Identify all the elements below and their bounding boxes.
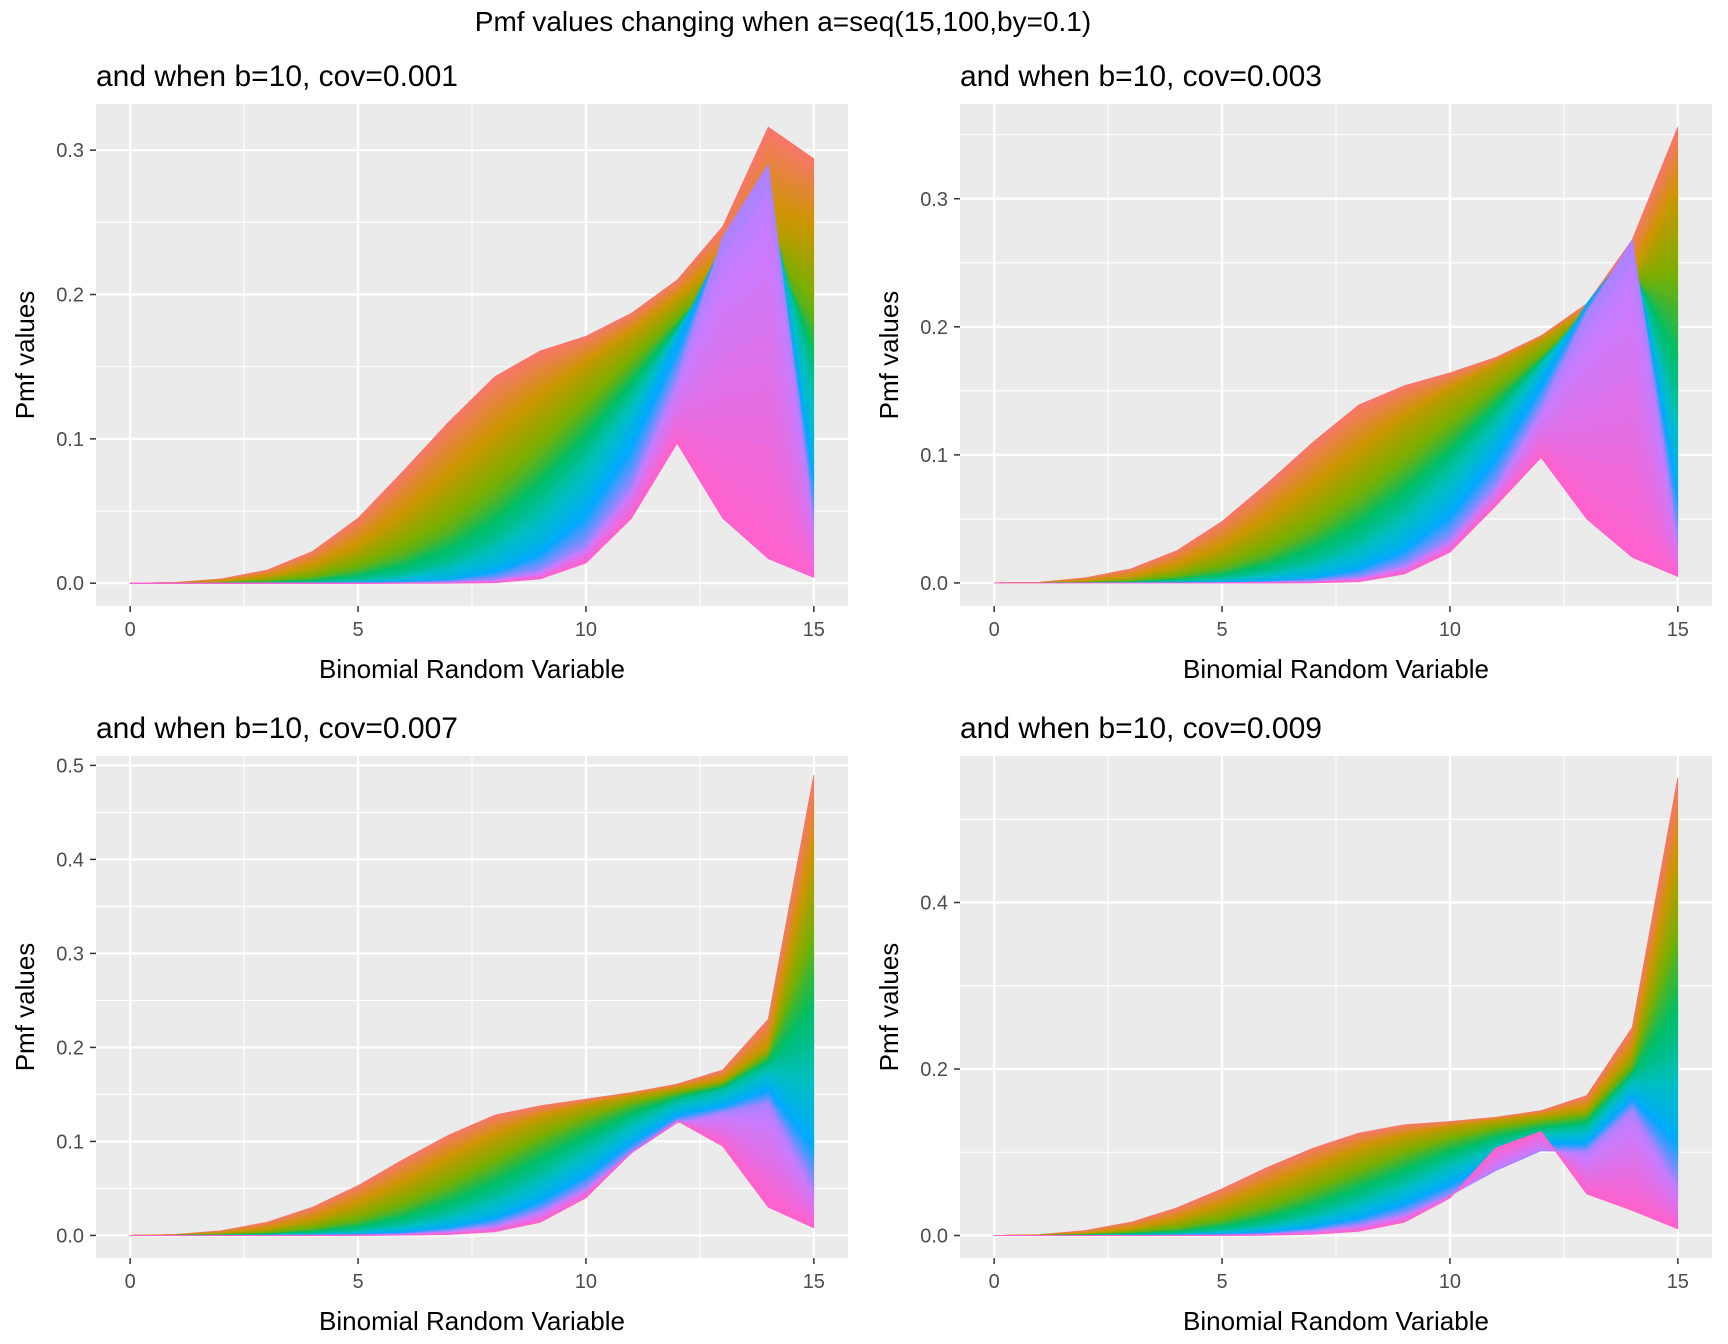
- y-tick-label: 0.0: [56, 573, 84, 595]
- pmf-band: [130, 1120, 815, 1236]
- y-tick-label: 0.3: [56, 943, 84, 965]
- x-tick-label: 0: [125, 619, 136, 641]
- x-tick-label: 15: [1667, 1271, 1689, 1293]
- y-axis-label: Pmf values: [10, 943, 40, 1072]
- y-axis-label: Pmf values: [10, 291, 40, 420]
- x-tick-label: 10: [575, 1271, 597, 1293]
- pmf-band-group: [130, 126, 815, 584]
- x-axis-label: Binomial Random Variable: [1183, 1306, 1489, 1336]
- x-tick-label: 10: [1439, 1271, 1461, 1293]
- panel-title: and when b=10, cov=0.003: [960, 60, 1322, 93]
- panel-title: and when b=10, cov=0.007: [96, 712, 458, 745]
- x-tick-label: 15: [1667, 619, 1689, 641]
- panel-title: and when b=10, cov=0.009: [960, 712, 1322, 745]
- y-tick-label: 0.3: [56, 140, 84, 162]
- pmf-band-group: [994, 126, 1679, 584]
- y-tick-label: 0.4: [56, 849, 84, 871]
- x-tick-label: 5: [352, 619, 363, 641]
- pmf-band: [994, 453, 1679, 584]
- panel-title: and when b=10, cov=0.001: [96, 60, 458, 93]
- x-tick-label: 0: [989, 619, 1000, 641]
- y-axis-label: Pmf values: [874, 291, 904, 420]
- x-axis-label: Binomial Random Variable: [319, 654, 625, 684]
- x-tick-label: 5: [1216, 1271, 1227, 1293]
- x-axis-label: Binomial Random Variable: [319, 1306, 625, 1336]
- pmf-band: [130, 438, 815, 584]
- y-tick-label: 0.0: [920, 1226, 948, 1248]
- y-tick-label: 0.3: [920, 189, 948, 211]
- y-tick-label: 0.2: [920, 1059, 948, 1081]
- pmf-band-group: [130, 774, 815, 1236]
- y-tick-label: 0.0: [56, 1225, 84, 1247]
- y-tick-label: 0.4: [920, 893, 948, 915]
- y-tick-label: 0.2: [56, 1037, 84, 1059]
- x-tick-label: 10: [1439, 619, 1461, 641]
- y-tick-label: 0.2: [920, 317, 948, 339]
- x-tick-label: 10: [575, 619, 597, 641]
- x-tick-label: 5: [1216, 619, 1227, 641]
- chart-panel-1: and when b=10, cov=0.001 0 5 10 15 0.0 0.1 0.2 0…: [10, 60, 848, 684]
- pmf-band-group: [994, 777, 1679, 1236]
- chart-panel-3: and when b=10, cov=0.007 0 5 10 15 0.0 0.1 0.2 0…: [10, 712, 848, 1336]
- figure-title: Pmf values changing when a=seq(15,100,by…: [474, 6, 1092, 37]
- x-tick-label: 15: [803, 619, 825, 641]
- x-tick-label: 0: [125, 1271, 136, 1293]
- y-axis-label: Pmf values: [874, 943, 904, 1072]
- y-tick-label: 0.0: [920, 573, 948, 595]
- y-tick-label: 0.1: [56, 429, 84, 451]
- y-tick-label: 0.2: [56, 285, 84, 307]
- pmf-band: [994, 1130, 1679, 1236]
- y-tick-label: 0.1: [56, 1131, 84, 1153]
- y-tick-label: 0.5: [56, 755, 84, 777]
- x-tick-label: 5: [352, 1271, 363, 1293]
- x-tick-label: 15: [803, 1271, 825, 1293]
- y-tick-label: 0.1: [920, 445, 948, 467]
- grid: [960, 756, 1712, 1258]
- x-tick-label: 0: [989, 1271, 1000, 1293]
- chart-panel-4: and when b=10, cov=0.009 0 5 10 15 0.0 0.2 0.4 B…: [874, 712, 1712, 1336]
- chart-panel-2: and when b=10, cov=0.003 0 5 10 15 0.0 0.1 0.2 0…: [874, 60, 1712, 684]
- x-axis-label: Binomial Random Variable: [1183, 654, 1489, 684]
